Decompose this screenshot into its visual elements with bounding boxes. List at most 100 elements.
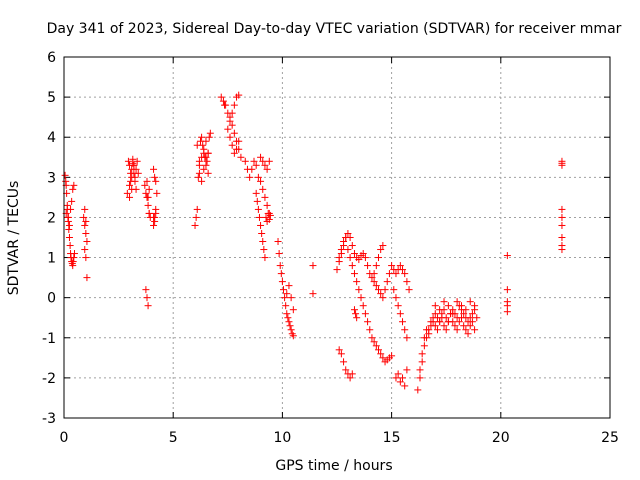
data-point [144, 193, 152, 201]
data-point [355, 256, 363, 264]
data-point [348, 262, 356, 270]
data-point [274, 238, 282, 246]
data-point [126, 181, 134, 189]
y-tick-label: 3 [47, 170, 56, 186]
data-point [468, 310, 476, 318]
data-point [342, 366, 350, 374]
data-point [153, 189, 161, 197]
data-point [193, 205, 201, 213]
data-point [390, 286, 398, 294]
data-point [261, 254, 269, 262]
data-point [65, 234, 73, 241]
data-point [151, 213, 159, 221]
data-point [420, 334, 428, 342]
data-point [195, 169, 203, 177]
data-point [473, 314, 481, 322]
data-point [429, 318, 437, 326]
data-point [252, 161, 260, 169]
data-point [558, 205, 566, 213]
data-point [457, 302, 465, 310]
data-point [131, 173, 139, 181]
data-point [127, 177, 135, 185]
data-point [143, 177, 151, 185]
data-point [444, 302, 452, 310]
y-tick-label: -3 [42, 411, 56, 427]
data-point [144, 201, 152, 209]
data-point [250, 157, 258, 165]
data-point [364, 262, 372, 270]
data-point [423, 326, 431, 334]
data-point [265, 157, 273, 165]
data-point [436, 318, 444, 326]
data-point [309, 290, 317, 298]
data-point [228, 121, 236, 129]
data-point [277, 270, 285, 278]
data-point [69, 258, 77, 266]
y-tick-label: -2 [42, 371, 56, 387]
data-point [257, 221, 265, 229]
data-point [260, 246, 268, 254]
data-point [344, 229, 352, 237]
data-point [418, 358, 426, 366]
data-point [353, 278, 361, 286]
data-point [471, 326, 479, 334]
data-point [357, 294, 365, 302]
data-point [340, 238, 348, 246]
y-tick-label: 6 [47, 50, 56, 66]
data-point [558, 246, 566, 254]
data-point [416, 366, 424, 374]
data-point [396, 310, 404, 318]
data-point [348, 242, 356, 250]
data-point [70, 254, 78, 262]
data-point [254, 205, 262, 213]
data-point [248, 165, 256, 173]
data-point [221, 101, 229, 109]
data-point [224, 125, 232, 133]
data-point [392, 374, 400, 382]
data-point [261, 193, 269, 201]
y-tick-label: -1 [42, 331, 56, 347]
data-point [401, 270, 409, 278]
data-point [440, 322, 448, 330]
data-point [433, 326, 441, 334]
data-point [282, 302, 290, 310]
data-point [361, 254, 369, 262]
data-point [416, 374, 424, 382]
data-point [468, 318, 476, 326]
data-point [466, 298, 474, 306]
data-point [388, 262, 396, 270]
y-tick-label: 0 [47, 291, 56, 307]
axis-ticks: 0 5 10 15 20 25 -3 -2 -1 0 1 2 3 4 5 6 [42, 50, 619, 446]
data-point [471, 302, 479, 310]
data-point [462, 326, 470, 334]
y-tick-label: 4 [47, 130, 56, 146]
data-point [203, 157, 211, 165]
data-point [455, 318, 463, 326]
data-point [82, 217, 90, 225]
data-point [128, 185, 136, 193]
data-point [392, 270, 400, 278]
data-point [142, 189, 150, 197]
data-point [342, 234, 350, 241]
data-point [198, 177, 206, 185]
data-point [80, 213, 88, 221]
data-point [396, 262, 404, 270]
data-point [128, 165, 136, 173]
data-point [82, 254, 90, 262]
data-point [337, 246, 345, 254]
data-point [202, 137, 210, 145]
x-tick-label: 25 [601, 430, 619, 446]
data-point [385, 270, 393, 278]
data-point [235, 91, 243, 99]
data-point [82, 229, 90, 237]
data-point [353, 314, 361, 322]
y-tick-label: 5 [47, 90, 56, 106]
data-point [368, 274, 376, 282]
data-point [70, 250, 78, 258]
data-point [81, 221, 89, 229]
data-point [355, 286, 363, 294]
data-point [359, 302, 367, 310]
data-point [226, 117, 234, 125]
grid [64, 57, 610, 418]
